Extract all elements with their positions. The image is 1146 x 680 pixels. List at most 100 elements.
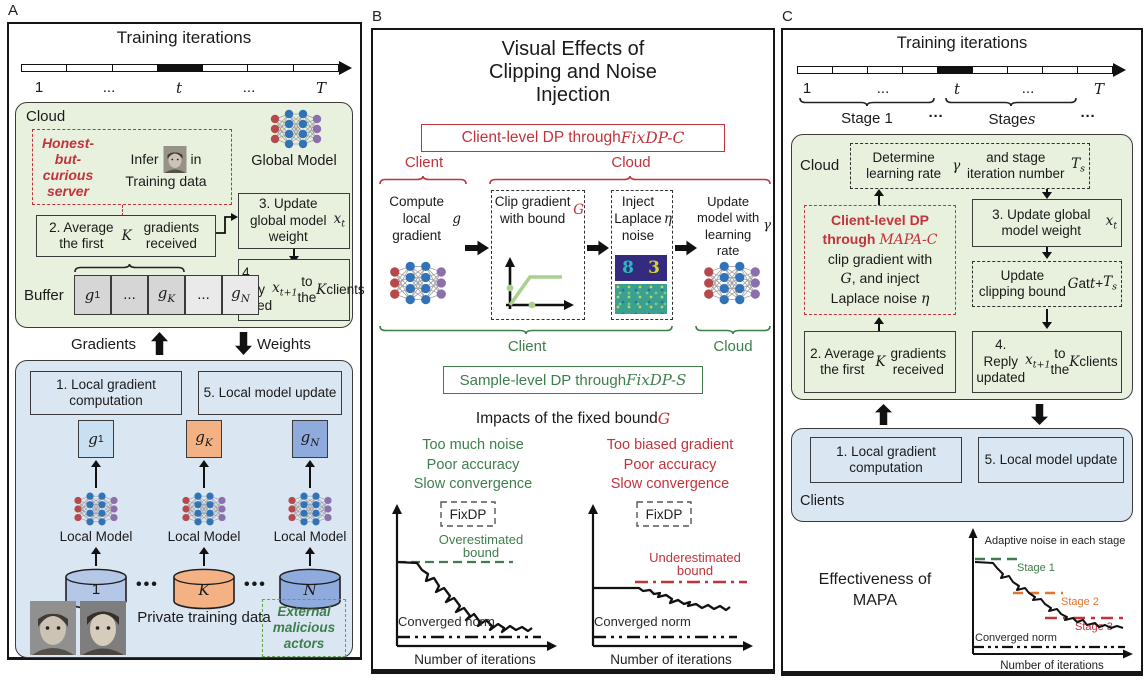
svg-text:FixDP: FixDP [646, 507, 683, 522]
arrow-determine-to-step3 [1041, 189, 1052, 199]
panel-a: Training iterations 1 ... t ... T Cloud … [7, 22, 365, 660]
overestimated-bound-chart: FixDP Overestimated bound Converged norm… [392, 501, 557, 667]
update-model-nn-icon [704, 261, 760, 305]
flow-arrow-1 [465, 240, 489, 256]
overestimate-effects: Too much noise Poor accuracy Slow conver… [413, 437, 533, 493]
svg-text:bound: bound [463, 545, 499, 560]
tick-1: 1 [34, 79, 44, 96]
gradients-up-arrow [151, 332, 168, 355]
arrow-nn-to-gn [304, 460, 315, 488]
clients-box-c: 1. Local gradient computation 5. Local m… [791, 428, 1133, 522]
stage1-label: Stage 1 [841, 110, 893, 127]
stage1-brace [799, 98, 935, 107]
step1-box: 1. Local gradient computation [30, 371, 182, 415]
arrow-nn-to-gk [198, 460, 209, 488]
stage-dots-2: ··· [1080, 108, 1096, 125]
underestimated-bound-chart: FixDP Underestimated bound Converged nor… [588, 501, 753, 667]
arrow-step2-to-red [873, 317, 884, 331]
svg-text:Number of iterations: Number of iterations [610, 652, 732, 667]
ellipsis-dots: ••• [136, 576, 159, 593]
clients-box: 1. Local gradient computation 5. Local m… [15, 360, 353, 658]
global-model-label: Global Model [251, 153, 337, 169]
weights-down-arrow [235, 332, 252, 355]
elbow-connector [216, 213, 238, 234]
data-cylinder-n: N [279, 568, 341, 610]
svg-text:Number of iterations: Number of iterations [414, 652, 536, 667]
digit-3: 3 [648, 258, 660, 278]
global-model-icon [270, 109, 322, 149]
mapa-dp-box: Client-level DP through MAPA-C clip gradi… [804, 205, 956, 315]
stage-s-label: Stage s [988, 110, 1036, 128]
mapa-dp-red-text: Client-level DP through MAPA-C [822, 212, 938, 249]
cloud-brace-top [489, 175, 771, 184]
red-dashed-connector [122, 205, 123, 216]
local-model-icon-3 [288, 492, 332, 526]
bottom-client-label: Client [507, 338, 547, 355]
inferred-face-image [163, 145, 187, 173]
clip-step-label: Clip gradient with bound G [494, 194, 584, 226]
compute-step-label: Compute local gradient g [389, 194, 461, 243]
svg-text:Stage 1: Stage 1 [1017, 562, 1055, 574]
arrow-step3-to-step4 [288, 249, 299, 263]
flow-arrow-2 [587, 240, 609, 256]
arrow-nn-to-g1 [90, 460, 101, 488]
panel-c-label: C [782, 8, 793, 25]
panel-b-title: Visual Effects of Clipping and Noise Inj… [489, 38, 657, 107]
cloud-brace-bottom [695, 326, 771, 335]
svg-text:Stage 3: Stage 3 [1075, 621, 1113, 633]
infer-mid: in [190, 151, 202, 167]
svg-text:Stage 2: Stage 2 [1061, 596, 1099, 608]
attacker-label: Honest-but-curious server [41, 134, 95, 200]
private-data-label: Private training data [137, 609, 271, 626]
arrow-cyl-to-model-3 [304, 547, 315, 566]
svg-text:Underestimated: Underestimated [649, 550, 741, 565]
honest-but-curious-box: Honest-but-curious server Infer in Train… [32, 129, 232, 205]
panel-b: Visual Effects of Clipping and Noise Inj… [371, 28, 775, 674]
local-model-icon-2 [182, 492, 226, 526]
effectiveness-title: Effectiveness of MAPA [818, 571, 932, 609]
buffer-brace [74, 263, 185, 272]
panel-c: Training iterations 1 ... t ... T Stage … [781, 28, 1143, 676]
inject-step-box: Inject Laplace noise η 8 3 [611, 190, 673, 320]
mapa-dp-black-text: clip gradient with G, and inject Laplace n… [827, 251, 933, 307]
svg-text:Converged norm: Converged norm [594, 614, 691, 629]
update-clipping-box: Update clipping bound G at t + Ts [972, 261, 1122, 307]
cylinder-label-1: 1 [91, 581, 101, 598]
cylinder-label-n: N [303, 581, 317, 599]
stage-dots-1: ··· [928, 108, 944, 125]
buffer-cell-gn: gN [222, 275, 259, 315]
ellipsis-dots-2: ••• [244, 576, 267, 593]
impacts-title: Impacts of the fixed bound G [475, 410, 671, 428]
arrow-cyl-to-model-2 [198, 547, 209, 566]
weights-label: Weights [257, 336, 311, 353]
step3-update-box: 3. Update global model weight xt [238, 193, 350, 249]
cylinder-label-k: K [198, 581, 210, 599]
cloud-label-c: Cloud [800, 157, 840, 174]
buffer-cell-gk: gK [148, 275, 185, 315]
arrow-updateclip-to-step4 [1041, 309, 1052, 329]
bottom-cloud-label: Cloud [713, 338, 753, 355]
buffer-cell-dots2: ... [185, 275, 222, 315]
timeline-title-c: Training iterations [896, 34, 1028, 52]
gradient-box-gk: gK [186, 420, 222, 458]
sample-dp-banner: Sample-level DP through FixDP-S [443, 366, 703, 394]
timeline-bar-c [797, 66, 1113, 74]
gradient-box-gn: gN [292, 420, 328, 458]
tick-dots: ... [102, 79, 116, 96]
timeline-arrowhead-c [1113, 62, 1126, 77]
client-dp-banner: Client-level DP through FixDP-C [421, 124, 725, 152]
step5-box: 5. Local model update [198, 371, 342, 415]
step4-box-c: 4. Reply updated xt+1 to the K clients [972, 331, 1122, 393]
local-gradient-nn-icon [390, 261, 446, 305]
step3-box-c: 3. Update global model weight xt [972, 199, 1122, 247]
cloud-box: Cloud Global Model Honest-but-curious se… [15, 102, 365, 328]
clip-function-plot [505, 257, 574, 310]
training-face-photo-2 [80, 601, 126, 655]
tick-dots2: ... [242, 79, 256, 96]
svg-text:Number of iterations: Number of iterations [1000, 660, 1104, 672]
update-step-label: Update model with learning rate γ [697, 194, 771, 258]
svg-text:Adaptive noise in each stage: Adaptive noise in each stage [985, 535, 1126, 547]
timeline-bar [21, 64, 339, 72]
